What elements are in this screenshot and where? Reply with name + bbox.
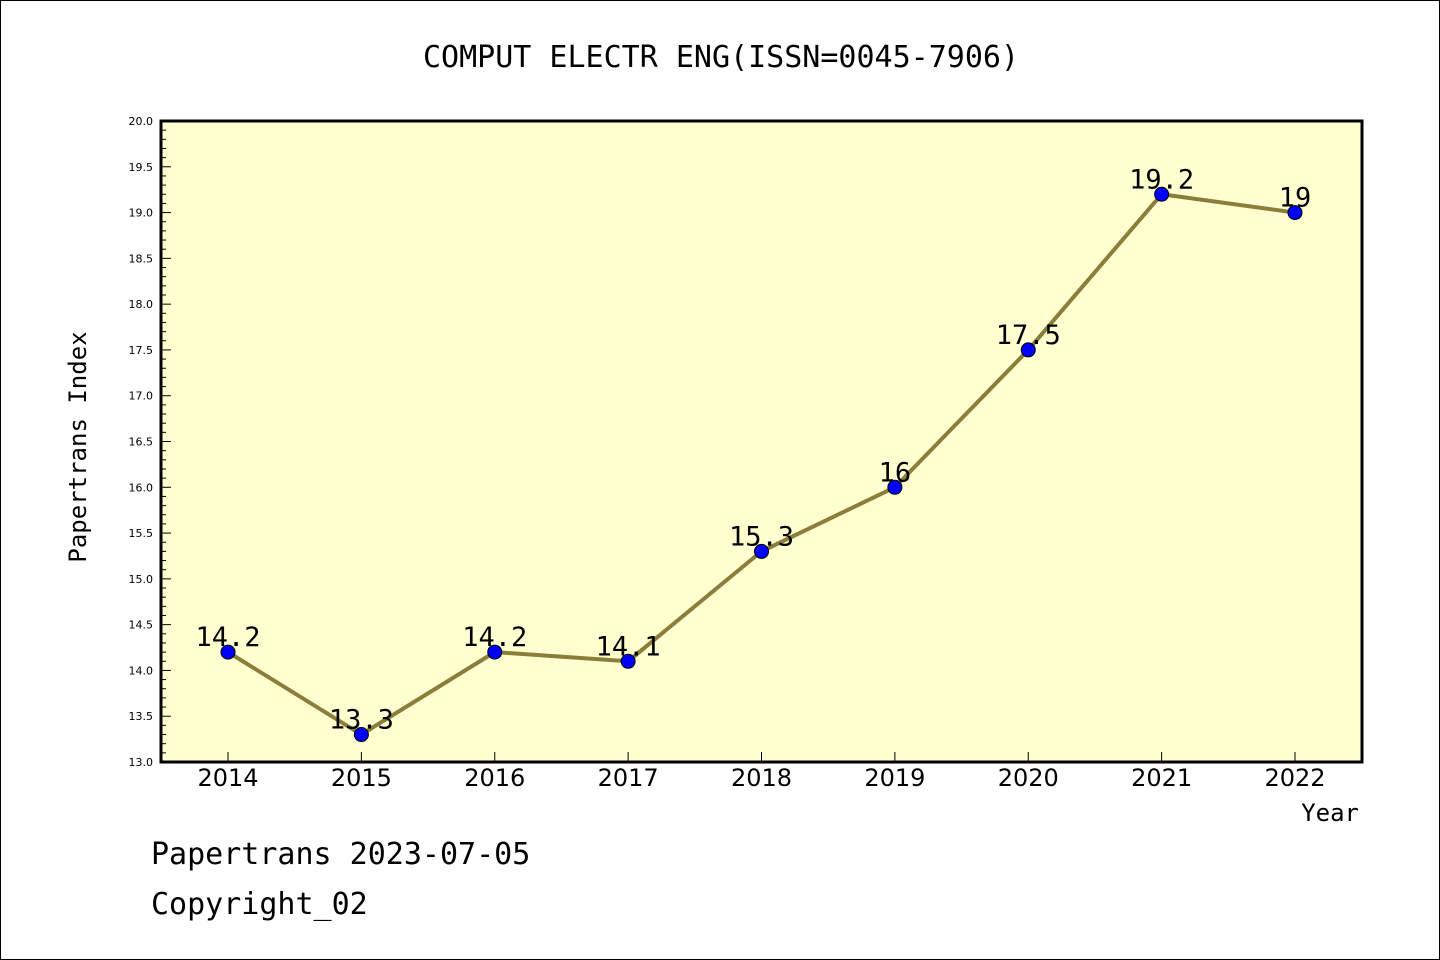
data-label: 19 — [1279, 183, 1312, 214]
data-point — [887, 479, 903, 495]
y-tick-label: 13.5 — [129, 710, 154, 723]
x-tick-label: 2021 — [1131, 764, 1192, 792]
y-tick-label: 15.0 — [129, 573, 154, 586]
x-tick-label: 2020 — [998, 764, 1059, 792]
data-label: 15.3 — [729, 521, 794, 552]
x-tick-label: 2017 — [598, 764, 659, 792]
data-point — [353, 727, 369, 743]
data-point — [487, 644, 503, 660]
plot-frame — [159, 119, 1364, 764]
data-label: 13.3 — [329, 705, 394, 736]
x-axis-label: Year — [1301, 799, 1359, 827]
footer-date: Papertrans 2023-07-05 — [151, 837, 531, 872]
y-tick-label: 16.0 — [129, 481, 154, 494]
data-label: 17.5 — [996, 320, 1061, 351]
x-tick-label: 2016 — [464, 764, 525, 792]
data-label: 14.2 — [462, 622, 527, 653]
series-layer: 14.2 13.3 14.2 14.1 15.3 16 17.5 19.2 19 — [195, 164, 1312, 743]
data-label: 14.1 — [596, 631, 661, 662]
data-point — [620, 653, 636, 669]
data-point — [1020, 342, 1036, 358]
axes: 13.0 13.5 14.0 14.5 15.0 15.5 16.0 16.5 17.0 17.5… — [129, 115, 1326, 792]
footer-copyright: Copyright_02 — [151, 887, 368, 922]
y-tick-label: 19.5 — [129, 161, 154, 174]
y-tick-label: 15.5 — [129, 527, 154, 540]
x-tick-label: 2022 — [1264, 764, 1325, 792]
data-label: 19.2 — [1129, 164, 1194, 195]
x-tick-label: 2014 — [197, 764, 258, 792]
y-tick-label: 20.0 — [129, 115, 154, 128]
x-tick-label: 2018 — [731, 764, 792, 792]
y-tick-label: 19.0 — [129, 207, 154, 220]
y-tick-label: 14.0 — [129, 664, 154, 677]
y-axis-label: Papertrans Index — [64, 331, 92, 562]
y-tick-label: 14.5 — [129, 619, 154, 632]
x-tick-label: 2019 — [864, 764, 925, 792]
data-point — [754, 543, 769, 559]
y-tick-label: 17.0 — [129, 390, 154, 403]
data-label: 16 — [879, 457, 912, 488]
y-tick-label: 17.5 — [129, 344, 154, 357]
y-tick-label: 18.0 — [129, 298, 154, 311]
data-point — [1287, 205, 1303, 221]
data-label: 14.2 — [195, 622, 260, 653]
y-tick-label: 16.5 — [129, 436, 154, 449]
plot-area — [161, 121, 1362, 762]
x-tick-label: 2015 — [331, 764, 392, 792]
y-tick-label: 13.0 — [129, 756, 154, 769]
data-point — [220, 644, 236, 660]
data-point — [1154, 186, 1170, 202]
y-tick-label: 18.5 — [129, 252, 154, 265]
chart-title: COMPUT ELECTR ENG(ISSN=0045-7906) — [423, 40, 1019, 75]
